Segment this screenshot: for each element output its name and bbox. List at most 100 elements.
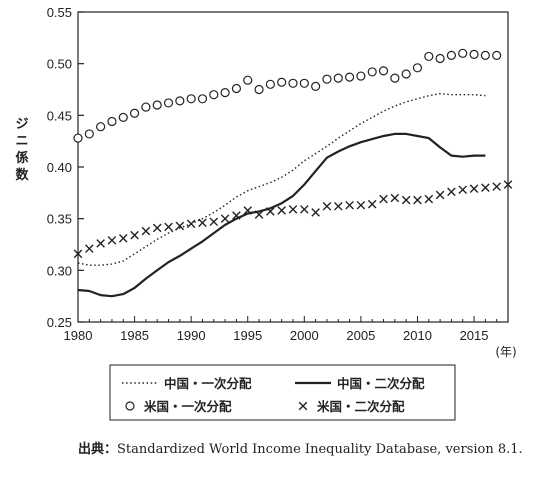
x-tick-label: 1995	[233, 328, 262, 343]
data-point-x	[345, 200, 354, 210]
data-point-circle	[469, 49, 479, 59]
data-point-circle	[231, 83, 242, 94]
data-point-x	[266, 207, 275, 216]
y-tick-label: 0.40	[47, 160, 72, 175]
data-point-circle	[435, 53, 445, 64]
y-tick-label: 0.50	[47, 57, 72, 72]
data-point-x	[401, 195, 411, 205]
data-point-circle	[277, 77, 287, 87]
legend-item: 中国・一次分配	[122, 376, 252, 391]
data-point-circle	[197, 94, 208, 104]
data-point-circle	[220, 87, 230, 98]
data-point-x	[198, 218, 207, 228]
data-point-circle	[311, 81, 321, 92]
data-point-circle	[209, 90, 219, 100]
data-point-x	[186, 219, 196, 229]
legend-box	[109, 364, 456, 421]
data-point-x	[333, 201, 343, 211]
data-point-circle	[129, 108, 140, 118]
series-3	[73, 48, 502, 143]
x-axis-unit: (年)	[495, 345, 516, 359]
data-point-circle	[458, 48, 468, 58]
x-tick-label: 2000	[290, 328, 319, 343]
data-point-circle	[118, 112, 128, 123]
data-point-x	[356, 200, 366, 210]
data-point-x	[469, 184, 479, 193]
data-point-x	[85, 244, 94, 253]
source-text: Standardized World Income Inequality Dat…	[117, 442, 523, 457]
series-line	[77, 92, 486, 266]
data-point-x	[152, 223, 162, 233]
data-point-x	[96, 239, 105, 248]
x-tick-label: 2010	[403, 328, 432, 343]
data-point-circle	[152, 100, 162, 110]
data-point-circle	[175, 96, 185, 106]
data-point-x	[435, 190, 445, 200]
data-point-x	[492, 182, 501, 191]
data-point-circle	[356, 71, 366, 81]
data-point-x	[141, 226, 151, 236]
data-point-circle	[344, 72, 355, 82]
axes: 0.25 0.30 0.35 0.40 0.45 0.50 0.55 1980 1985 1990…	[15, 5, 516, 359]
data-point-x	[107, 236, 117, 245]
legend-item: 米国・二次分配	[298, 399, 405, 414]
x-tick-label: 2015	[460, 328, 489, 343]
data-point-x	[367, 199, 377, 209]
data-point-circle	[163, 98, 174, 108]
data-point-x	[322, 201, 332, 211]
x-tick-label: 1985	[120, 328, 149, 343]
data-point-circle	[446, 50, 457, 61]
data-point-x	[164, 222, 173, 232]
data-point-circle	[265, 79, 275, 89]
data-point-circle	[322, 74, 332, 84]
legend-swatch	[298, 401, 308, 411]
data-point-x	[424, 194, 434, 204]
data-point-circle	[412, 63, 423, 73]
y-tick-label: 0.55	[47, 5, 72, 20]
series-1	[77, 92, 486, 266]
series-2	[77, 132, 486, 298]
legend-label: 米国・一次分配	[143, 399, 232, 414]
data-point-circle	[141, 102, 151, 112]
legend-label: 中国・二次分配	[337, 376, 425, 391]
data-point-x	[288, 205, 298, 214]
x-tick-label: 1980	[64, 328, 93, 343]
data-point-circle	[243, 75, 253, 85]
series-layer	[73, 48, 513, 298]
gini-chart: 0.25 0.30 0.35 0.40 0.45 0.50 0.55 1980 1985 1990…	[15, 5, 517, 421]
y-axis-label: ジニ係数	[15, 117, 29, 183]
x-tick-label: 1990	[177, 328, 206, 343]
series-4	[73, 180, 513, 259]
data-point-circle	[96, 122, 106, 132]
data-point-circle	[84, 129, 94, 139]
data-point-x	[232, 211, 241, 220]
legend-label: 米国・二次分配	[316, 399, 405, 414]
y-tick-label: 0.25	[47, 315, 72, 330]
data-point-circle	[424, 51, 434, 62]
source-note: 出典：Standardized World Income Inequality …	[78, 440, 533, 460]
legend-item: 米国・一次分配	[125, 399, 232, 414]
data-point-circle	[73, 133, 83, 143]
data-point-x	[413, 195, 422, 205]
data-point-x	[481, 183, 490, 192]
x-tick-label: 2005	[346, 328, 375, 343]
data-point-x	[175, 221, 185, 231]
legend-swatch	[125, 401, 135, 411]
data-point-x	[390, 193, 400, 203]
data-point-circle	[401, 69, 411, 79]
data-point-x	[300, 205, 309, 214]
source-label: 出典：	[78, 442, 118, 457]
data-point-circle	[333, 73, 343, 83]
y-tick-label: 0.35	[47, 212, 72, 227]
data-point-x	[243, 206, 253, 215]
legend-item: 中国・二次分配	[295, 376, 425, 391]
data-point-circle	[390, 73, 400, 83]
data-point-x	[209, 217, 219, 227]
data-point-x	[503, 180, 513, 189]
data-point-circle	[480, 50, 490, 61]
data-point-circle	[254, 84, 264, 95]
data-point-x	[277, 206, 286, 215]
data-point-circle	[288, 78, 298, 88]
data-point-circle	[299, 78, 309, 88]
